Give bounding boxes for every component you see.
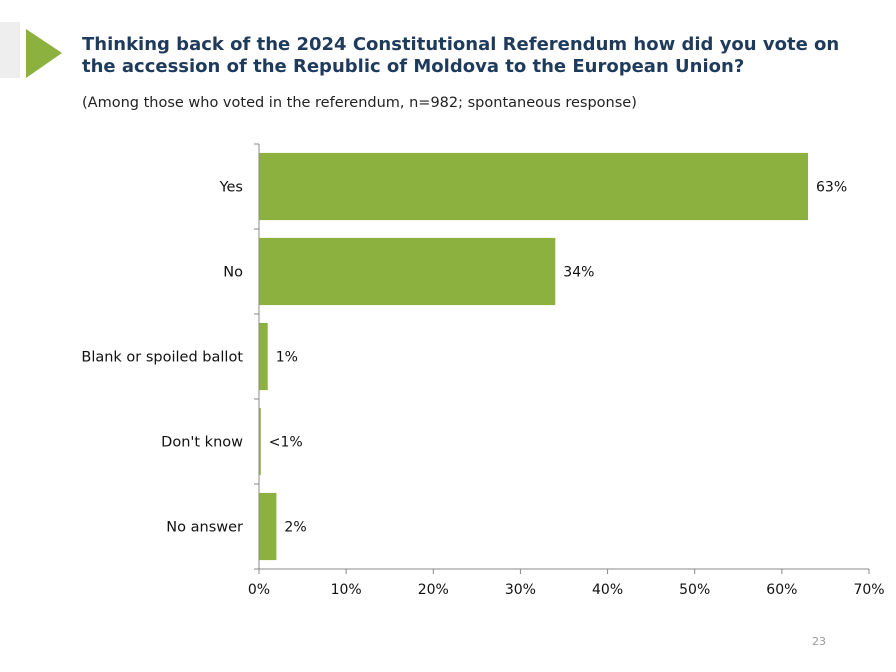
x-tick-label: 40% (592, 582, 623, 598)
x-tick-label: 20% (418, 582, 449, 598)
data-labels: 63% 34% 1% <1% 2% (269, 180, 847, 536)
bar-4 (259, 492, 277, 561)
page-number: 23 (812, 635, 826, 648)
x-tick-label: 10% (331, 582, 362, 598)
slide-subtitle: (Among those who voted in the referendum… (82, 95, 637, 111)
triangle-marker-icon (26, 29, 62, 78)
data-label: 63% (816, 180, 847, 196)
data-label: 2% (284, 520, 306, 536)
data-label: 1% (276, 350, 298, 366)
category-label: Blank or spoiled ballot (81, 350, 243, 366)
bar-3 (259, 407, 261, 476)
data-label: 34% (563, 265, 594, 281)
x-tick-label: 50% (679, 582, 710, 598)
category-label: No answer (166, 520, 243, 536)
category-label: No (223, 265, 243, 281)
bars-group (259, 152, 808, 561)
x-tick-label: 60% (766, 582, 797, 598)
slide-arrow-icon (0, 22, 62, 78)
category-labels: Yes No Blank or spoiled ballot Don't know No… (81, 180, 243, 536)
x-axis: 0% 10% 20% 30% 40% 50% 60% 70% (248, 143, 885, 598)
bar-2 (259, 322, 268, 391)
slide-title: Thinking back of the 2024 Constitutional… (82, 34, 840, 77)
x-tick-label: 0% (248, 582, 270, 598)
bar-0 (259, 152, 808, 221)
category-label: Yes (219, 180, 243, 196)
x-tick-label: 30% (505, 582, 536, 598)
data-label: <1% (269, 435, 303, 451)
category-label: Don't know (161, 435, 243, 451)
bar-1 (259, 237, 556, 306)
x-tick-label: 70% (853, 582, 884, 598)
